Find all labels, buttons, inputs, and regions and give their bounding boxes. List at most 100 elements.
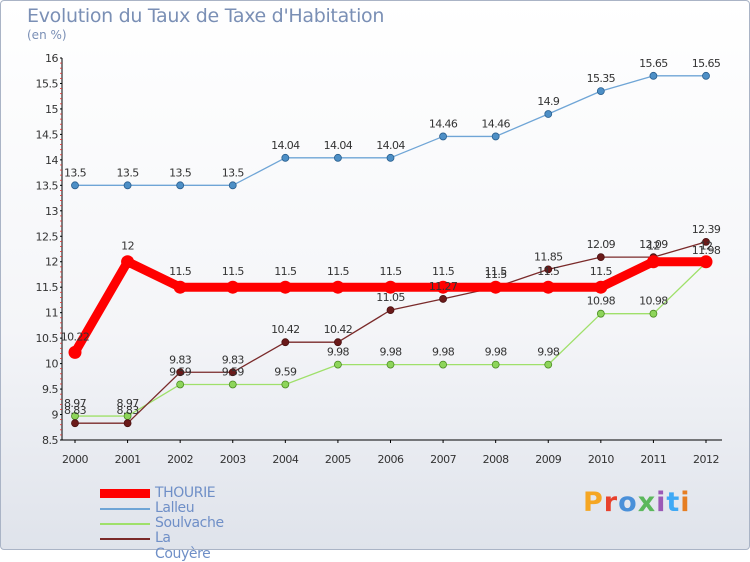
data-label: 15.65 — [692, 57, 721, 70]
chart-title: Evolution du Taux de Taxe d'Habitation — [27, 5, 385, 27]
y-tick-label: 15.5 — [36, 77, 59, 90]
data-label: 11.05 — [376, 291, 405, 304]
data-label: 11.5 — [169, 265, 192, 278]
data-point — [334, 153, 342, 162]
legend-swatch — [100, 508, 150, 510]
legend-swatch — [100, 489, 150, 498]
y-tick-label: 9 — [52, 409, 59, 422]
data-label: 9.83 — [169, 353, 192, 366]
data-point — [123, 419, 132, 428]
data-label: 14.04 — [271, 139, 300, 152]
x-tick-label: 2005 — [325, 453, 351, 466]
data-point — [228, 368, 237, 377]
legend-label: La Couyère — [155, 530, 211, 562]
data-point — [544, 360, 553, 369]
data-point — [702, 237, 710, 246]
data-label: 12.09 — [639, 238, 668, 251]
data-point — [123, 181, 132, 190]
data-label: 10.42 — [271, 323, 300, 336]
data-point — [702, 71, 710, 80]
y-tick-label: 12.5 — [36, 230, 59, 243]
data-point — [228, 380, 237, 389]
y-tick-label: 14.5 — [36, 128, 59, 141]
data-label: 12.09 — [587, 238, 616, 251]
line-chart: 8.599.51010.51111.51212.51313.51414.5151… — [36, 52, 722, 466]
y-tick-label: 11 — [45, 307, 58, 320]
data-point — [649, 309, 658, 318]
data-label: 14.04 — [324, 139, 353, 152]
data-label: 11.5 — [590, 265, 613, 278]
data-label: 9.98 — [485, 346, 508, 359]
x-tick-label: 2000 — [62, 453, 88, 466]
data-label: 8.97 — [64, 397, 87, 410]
data-point — [278, 280, 292, 294]
x-tick-label: 2003 — [220, 453, 246, 466]
data-label: 11.5 — [222, 265, 245, 278]
x-tick-label: 2007 — [430, 453, 456, 466]
x-tick-label: 2010 — [588, 453, 614, 466]
data-label: 9.59 — [222, 365, 245, 378]
y-tick-label: 15 — [45, 103, 58, 116]
data-point — [228, 181, 237, 190]
data-point — [68, 345, 82, 359]
data-label: 14.46 — [429, 117, 458, 130]
x-tick-label: 2009 — [535, 453, 561, 466]
data-label: 13.5 — [222, 166, 245, 179]
data-point — [71, 181, 79, 190]
series-lines — [68, 71, 713, 428]
data-point — [544, 110, 553, 118]
data-point — [176, 380, 185, 389]
data-label: 9.98 — [327, 346, 350, 359]
data-label: 15.35 — [587, 72, 616, 85]
data-point — [176, 368, 185, 377]
x-tick-label: 2008 — [483, 453, 509, 466]
data-label: 10.22 — [61, 330, 90, 343]
data-label: 9.98 — [537, 346, 560, 359]
data-label: 11.5 — [327, 265, 350, 278]
data-point — [439, 295, 447, 303]
data-point — [176, 181, 185, 190]
data-point — [439, 360, 447, 369]
data-point — [596, 253, 605, 262]
data-label: 14.46 — [481, 117, 510, 130]
data-label: 9.59 — [274, 365, 297, 378]
data-point — [649, 71, 658, 80]
data-label: 11.5 — [537, 265, 560, 278]
data-label: 11.5 — [432, 265, 455, 278]
y-tick-label: 14 — [45, 154, 58, 167]
data-label: 11.85 — [534, 250, 563, 263]
data-point — [331, 280, 345, 294]
legend-swatch — [100, 523, 150, 525]
data-label: 11.27 — [429, 280, 458, 293]
legend-label: Lalleu — [155, 500, 195, 516]
y-tick-label: 11.5 — [36, 281, 59, 294]
data-label: 13.5 — [169, 166, 192, 179]
data-point — [439, 132, 447, 141]
y-tick-label: 13.5 — [36, 179, 59, 192]
data-point — [173, 280, 187, 294]
data-label: 12 — [121, 240, 134, 253]
data-label: 10.98 — [587, 295, 616, 308]
data-label: 12 — [647, 240, 660, 253]
y-tick-label: 16 — [45, 52, 58, 65]
y-tick-label: 12 — [45, 256, 58, 269]
data-label: 13.5 — [64, 166, 87, 179]
proxiti-logo: Proxiti — [583, 487, 691, 518]
data-label: 14.04 — [376, 139, 405, 152]
legend-swatch — [100, 538, 150, 540]
data-point — [386, 360, 395, 369]
data-label: 11.98 — [692, 244, 721, 257]
y-tick-label: 13 — [45, 205, 58, 218]
x-tick-label: 2001 — [115, 453, 141, 466]
data-label: 12 — [700, 240, 713, 253]
axes: 8.599.51010.51111.51212.51313.51414.5151… — [36, 52, 722, 466]
x-tick-label: 2012 — [693, 453, 719, 466]
data-label: 15.65 — [639, 57, 668, 70]
data-point — [596, 87, 605, 96]
data-label: 11.5 — [274, 265, 297, 278]
data-point — [594, 280, 608, 294]
y-tick-label: 8.5 — [42, 434, 58, 447]
data-point — [281, 153, 290, 162]
data-point — [226, 280, 240, 294]
data-label: 14.9 — [537, 95, 560, 108]
